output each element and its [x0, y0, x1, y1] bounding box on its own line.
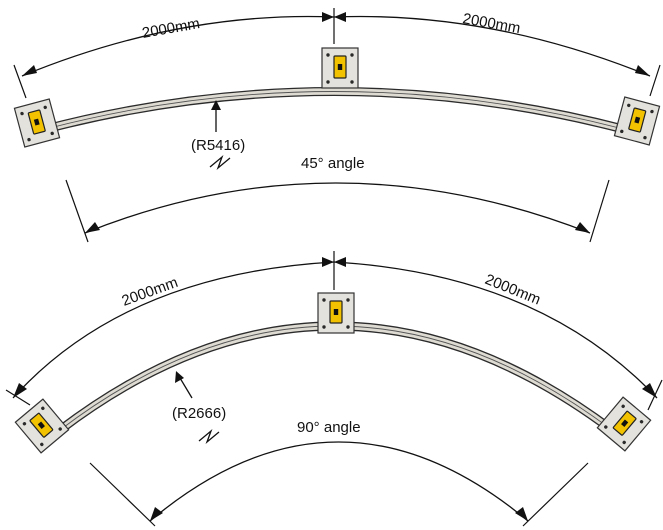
arc-length-label-right-top: 2000mm — [461, 10, 521, 37]
wall-bracket-right-top — [613, 96, 661, 146]
arrowhead-left-top — [22, 65, 37, 76]
angle-arc-bottom — [149, 441, 529, 522]
extension-line-right-bottom — [647, 379, 663, 411]
angle-line-right-top — [589, 179, 610, 243]
arc-length-label-left-top: 2000mm — [141, 15, 201, 42]
diagram-45-degree: 2000mm 2000mm (R5416) 45° angle — [13, 8, 661, 243]
arc-length-label-left-bottom: 2000mm — [120, 274, 181, 310]
arrowhead-angle-left-top — [85, 222, 100, 233]
wall-bracket-right-bottom — [596, 396, 652, 452]
diagram-90-degree: 2000mm 2000mm (R2666) 90° angle — [5, 251, 663, 527]
wall-bracket-center-bottom — [317, 292, 355, 334]
break-symbol-top — [209, 154, 231, 171]
dimension-arc-left-top — [21, 15, 335, 77]
arrowhead-mid-left-top — [322, 12, 334, 22]
angle-label-bottom: 90° angle — [297, 419, 361, 436]
wall-bracket-center-top — [321, 47, 359, 89]
arc-length-label-right-bottom: 2000mm — [483, 271, 543, 309]
dimension-arc-left-bottom — [12, 261, 335, 399]
wall-bracket-left-bottom — [14, 398, 70, 454]
arrowhead-right-bottom — [642, 383, 657, 398]
angle-label-top: 45° angle — [301, 155, 365, 172]
arrowhead-mid-right-bottom — [334, 257, 346, 267]
break-symbol-bottom — [198, 428, 220, 445]
arrowhead-left-bottom — [13, 383, 27, 398]
angle-line-right-bottom — [522, 462, 589, 527]
extension-line-left-bottom — [5, 389, 31, 406]
dimension-arc-right-bottom — [333, 261, 658, 399]
arrowhead-angle-right-bottom — [515, 507, 528, 521]
angle-line-left-bottom — [89, 462, 156, 527]
radius-leader-bottom — [179, 377, 193, 399]
radius-label-top: (R5416) — [191, 137, 245, 154]
extension-line-left-top — [13, 64, 27, 99]
extension-line-right-top — [649, 64, 661, 97]
angle-arc-top — [84, 182, 591, 234]
angle-line-left-top — [65, 179, 89, 243]
arrowhead-mid-left-bottom — [322, 257, 334, 267]
arrowhead-angle-right-top — [575, 222, 590, 233]
radius-label-bottom: (R2666) — [172, 405, 226, 422]
arrowhead-angle-left-bottom — [150, 507, 163, 521]
arrowhead-mid-right-top — [334, 12, 346, 22]
wall-bracket-left-top — [13, 98, 61, 148]
arrowhead-right-top — [635, 65, 650, 76]
dimension-arc-right-top — [333, 15, 651, 77]
